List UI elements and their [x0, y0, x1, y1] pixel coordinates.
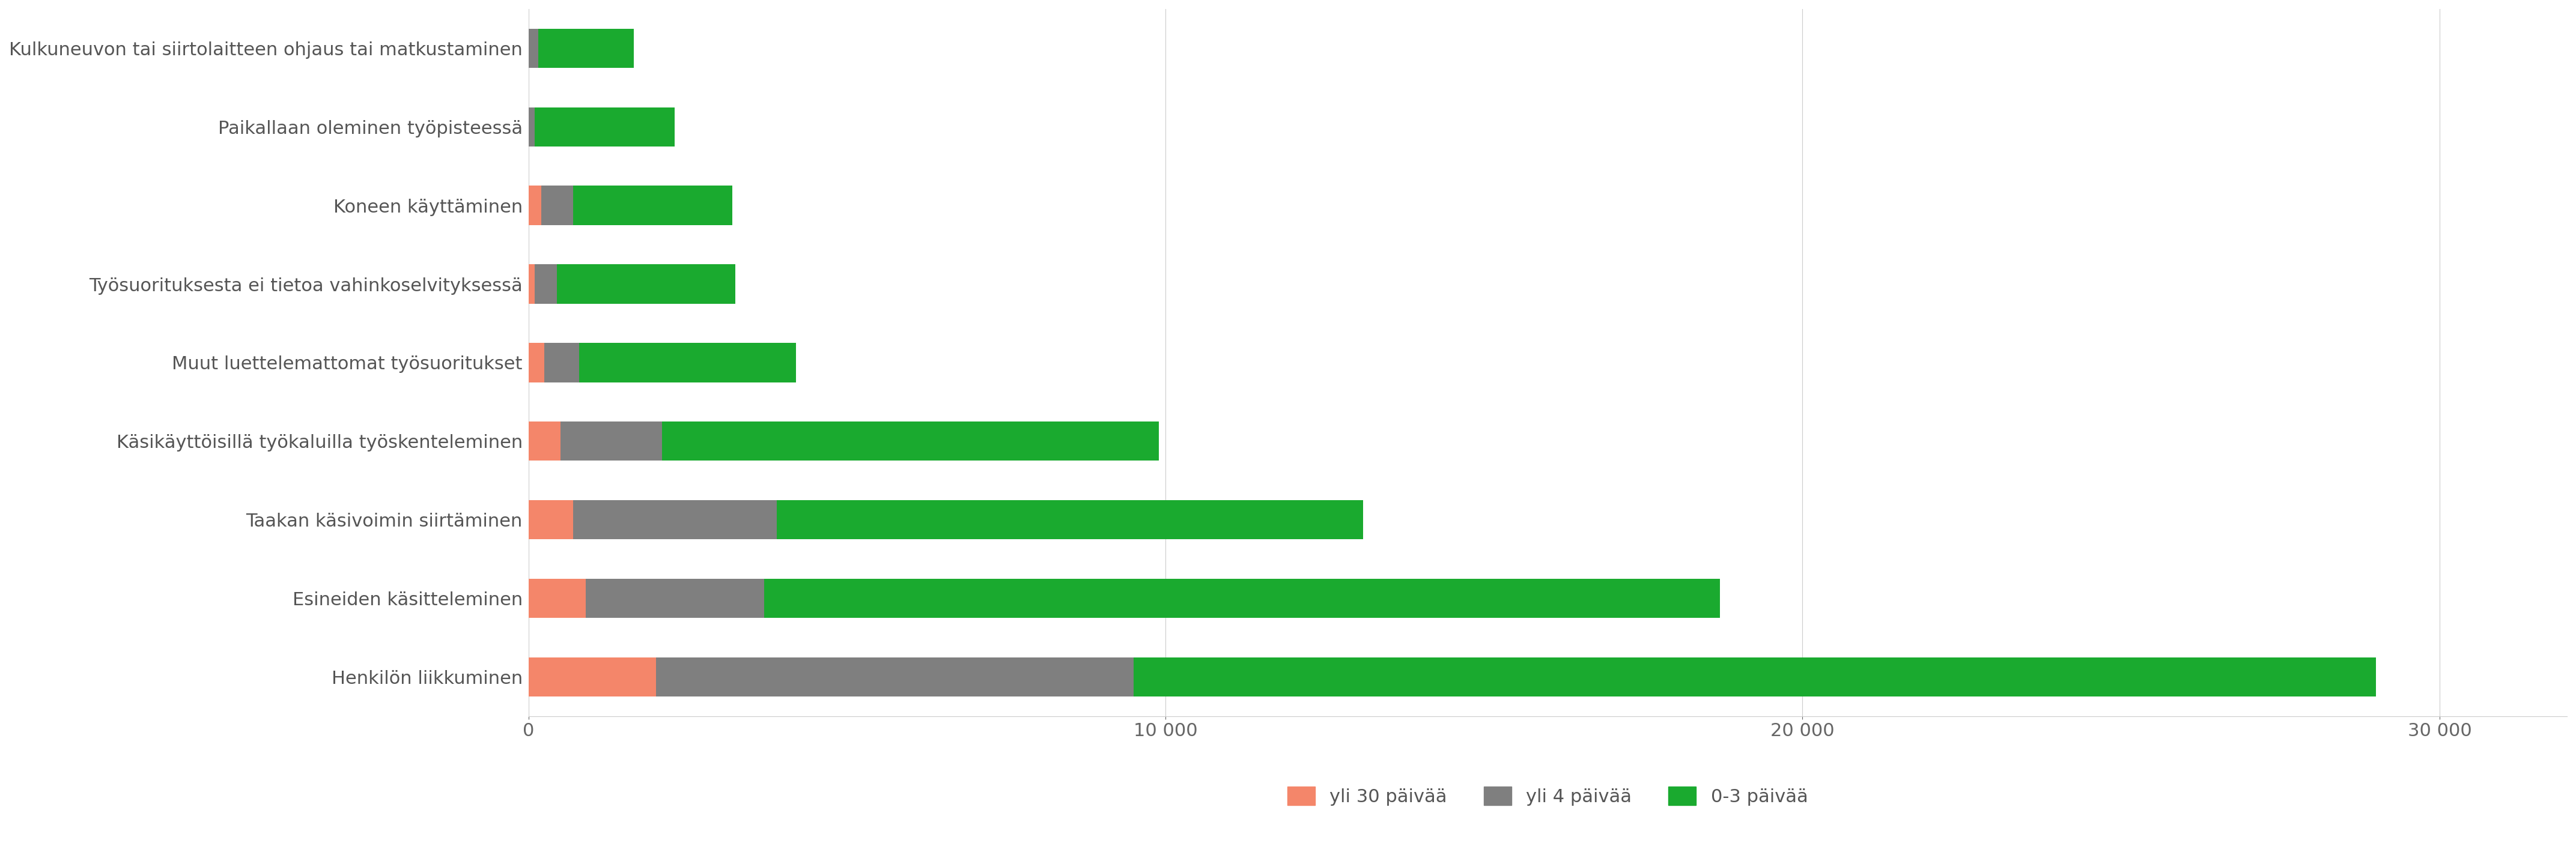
Bar	[572, 500, 778, 540]
Bar	[528, 421, 559, 461]
Bar	[556, 264, 737, 304]
Bar	[528, 107, 536, 147]
Bar	[528, 578, 585, 618]
Legend: yli 30 päivää, yli 4 päivää, 0-3 päivää: yli 30 päivää, yli 4 päivää, 0-3 päivää	[1280, 779, 1816, 813]
Bar	[536, 107, 675, 147]
Bar	[765, 578, 1721, 618]
Bar	[528, 500, 572, 540]
Bar	[544, 343, 580, 382]
Bar	[572, 186, 732, 225]
Bar	[1133, 657, 2375, 697]
Bar	[662, 421, 1159, 461]
Bar	[657, 657, 1133, 697]
Bar	[528, 343, 544, 382]
Bar	[528, 657, 657, 697]
Bar	[778, 500, 1363, 540]
Bar	[559, 421, 662, 461]
Bar	[528, 186, 541, 225]
Bar	[580, 343, 796, 382]
Bar	[538, 28, 634, 68]
Bar	[528, 28, 538, 68]
Bar	[541, 186, 572, 225]
Bar	[528, 264, 536, 304]
Bar	[585, 578, 765, 618]
Bar	[536, 264, 556, 304]
